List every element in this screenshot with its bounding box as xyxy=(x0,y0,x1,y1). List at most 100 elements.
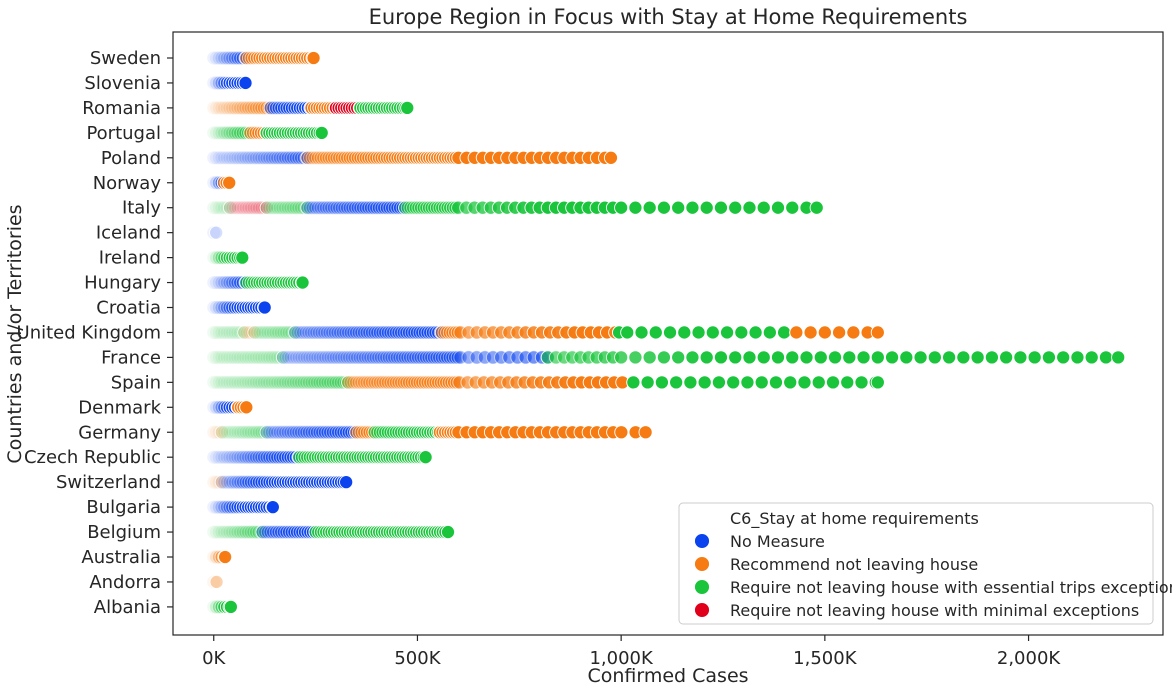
y-tick-label-sweden: Sweden xyxy=(90,48,161,69)
data-point xyxy=(222,425,237,440)
data-point xyxy=(323,375,338,390)
data-point xyxy=(275,150,290,165)
data-point xyxy=(209,200,224,215)
data-point xyxy=(214,325,229,340)
data-point xyxy=(314,125,329,140)
data-point xyxy=(312,375,327,390)
data-point xyxy=(278,200,293,215)
data-point xyxy=(389,350,404,365)
data-point xyxy=(230,525,245,540)
data-point xyxy=(238,75,253,90)
data-point xyxy=(238,200,253,215)
data-point xyxy=(249,350,264,365)
data-point xyxy=(324,200,339,215)
data-point xyxy=(683,375,698,390)
data-point xyxy=(327,325,342,340)
data-point xyxy=(267,425,282,440)
data-point xyxy=(219,450,235,465)
data-point xyxy=(276,325,291,340)
y-axis: Sweden Slovenia Romania Portugal Poland Norwa… xyxy=(17,48,173,618)
y-tick-label-united-kingdom: United Kingdom xyxy=(17,322,161,343)
data-point xyxy=(304,325,319,340)
data-point xyxy=(335,325,350,340)
data-point xyxy=(219,375,235,390)
series-portugal xyxy=(206,125,329,140)
data-point xyxy=(429,350,444,365)
data-point xyxy=(296,200,311,215)
data-point xyxy=(1111,350,1126,365)
data-point xyxy=(219,125,235,140)
data-point xyxy=(211,275,227,290)
data-point xyxy=(713,350,729,365)
data-point xyxy=(235,450,250,465)
data-point xyxy=(461,350,476,365)
data-point xyxy=(325,375,340,390)
data-point xyxy=(325,325,340,340)
data-point xyxy=(346,325,361,340)
data-point xyxy=(817,325,832,340)
data-point xyxy=(288,150,303,165)
data-point xyxy=(345,200,360,215)
data-point xyxy=(283,350,298,365)
data-point xyxy=(217,425,232,440)
data-point xyxy=(283,425,298,440)
data-point xyxy=(381,350,396,365)
data-point xyxy=(343,325,358,340)
data-point xyxy=(270,425,285,440)
data-point xyxy=(265,500,280,515)
data-point xyxy=(233,200,248,215)
series-sweden xyxy=(206,50,321,66)
y-tick-label-hungary: Hungary xyxy=(84,273,161,294)
data-point xyxy=(306,50,321,66)
data-point xyxy=(206,350,221,365)
data-point xyxy=(322,325,337,340)
data-point xyxy=(225,425,240,440)
data-point xyxy=(705,325,720,340)
data-point xyxy=(206,50,221,66)
data-point xyxy=(984,350,999,365)
data-point xyxy=(249,200,264,215)
data-point xyxy=(237,325,252,340)
data-point xyxy=(235,100,250,115)
data-point xyxy=(355,350,370,365)
data-point xyxy=(263,325,278,340)
data-point xyxy=(228,200,243,215)
data-point xyxy=(379,350,394,365)
data-point xyxy=(257,350,272,365)
data-point xyxy=(254,150,269,165)
data-point xyxy=(357,325,372,340)
data-point xyxy=(214,425,229,440)
data-point xyxy=(230,450,245,465)
data-point xyxy=(363,350,378,365)
data-point xyxy=(334,200,349,215)
data-point xyxy=(336,375,351,390)
data-point xyxy=(315,350,330,365)
y-tick-label-switzerland: Switzerland xyxy=(56,472,161,493)
data-point xyxy=(251,150,266,165)
data-point xyxy=(238,375,253,390)
data-point xyxy=(306,325,321,340)
data-point xyxy=(734,325,749,340)
data-point xyxy=(270,375,285,390)
data-point xyxy=(341,375,356,390)
data-point xyxy=(262,150,277,165)
data-point xyxy=(756,350,771,365)
data-point xyxy=(654,375,669,390)
data-point xyxy=(214,50,229,66)
data-point xyxy=(295,275,310,290)
y-tick-label-poland: Poland xyxy=(101,148,161,169)
data-point xyxy=(740,375,755,390)
data-point xyxy=(797,375,812,390)
data-point xyxy=(227,100,242,115)
data-point xyxy=(209,100,224,115)
data-point xyxy=(300,200,315,215)
data-point xyxy=(273,325,289,340)
data-point xyxy=(1041,350,1056,365)
data-point xyxy=(777,325,792,340)
data-point xyxy=(291,375,306,390)
data-point xyxy=(227,525,242,540)
data-point xyxy=(319,325,335,340)
data-point xyxy=(254,375,269,390)
data-point xyxy=(222,200,238,215)
data-point xyxy=(206,375,221,390)
